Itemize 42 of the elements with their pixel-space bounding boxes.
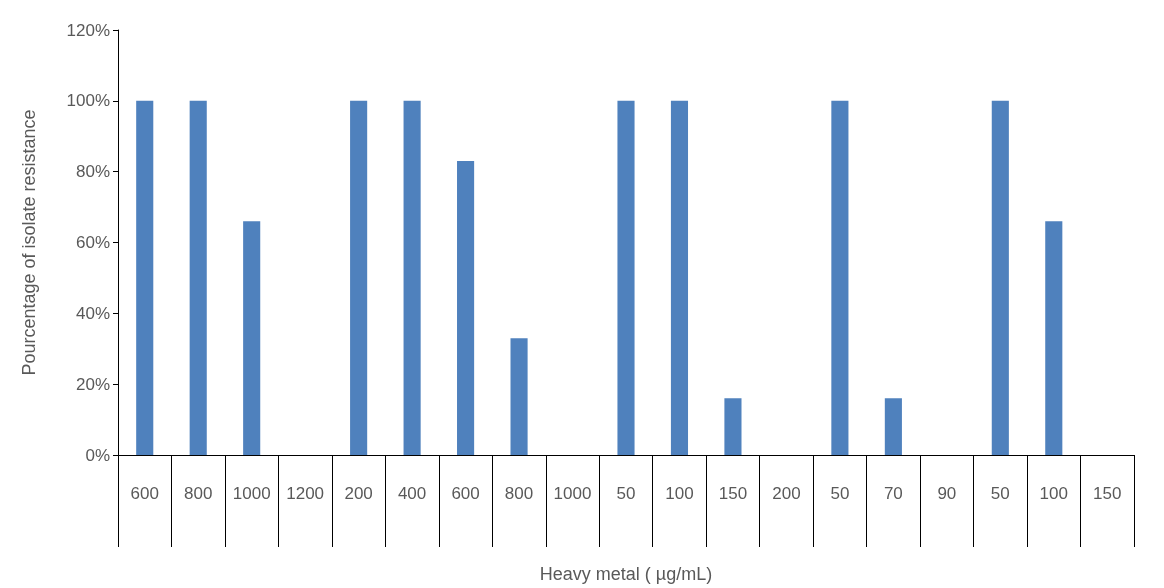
bar	[670, 100, 689, 455]
y-tick-label: 120%	[66, 20, 110, 40]
bar	[403, 100, 421, 455]
y-tick-label: 100%	[66, 91, 110, 111]
bar	[831, 100, 849, 455]
x-tick-label: 600	[451, 484, 480, 503]
x-tick-label: 1000	[553, 484, 592, 503]
bar	[350, 100, 368, 455]
y-tick-label: 60%	[75, 233, 110, 252]
y-tick-label: 80%	[75, 162, 110, 182]
bar	[724, 398, 742, 455]
bar	[991, 100, 1009, 455]
x-tick-label: 50	[990, 484, 1010, 503]
x-tick-label: 1000	[232, 484, 271, 503]
y-tick-label: 20%	[75, 374, 110, 394]
y-axis-title: Pourcentage of isolate resistance	[19, 109, 39, 376]
x-tick-label: 100	[1039, 484, 1068, 503]
bar	[189, 100, 207, 455]
y-tick-label: 0%	[85, 445, 110, 465]
bar	[1045, 221, 1063, 455]
bar	[136, 100, 154, 455]
bar	[884, 398, 902, 455]
x-tick-label: 70	[883, 484, 903, 503]
x-tick-label: 200	[344, 484, 373, 503]
x-tick-label: 600	[130, 484, 159, 503]
bar	[617, 100, 635, 455]
x-tick-label: 800	[184, 484, 213, 503]
x-tick-label: 800	[504, 484, 534, 503]
x-tick-label: 200	[772, 484, 801, 503]
y-tick-label: 40%	[75, 303, 110, 323]
x-tick-label: 50	[830, 484, 850, 503]
bar	[510, 338, 528, 455]
x-tick-label: 50	[616, 484, 636, 503]
bar	[243, 221, 261, 455]
x-tick-label: 150	[718, 484, 748, 503]
x-tick-label: 1200	[286, 484, 325, 503]
bar	[457, 161, 475, 455]
x-axis-title: Heavy metal ( µg/mL)	[539, 564, 713, 584]
x-tick-label: 100	[665, 484, 694, 503]
x-tick-label: 400	[397, 484, 427, 503]
x-tick-label: 150	[1093, 484, 1122, 503]
x-tick-label: 90	[937, 484, 957, 503]
